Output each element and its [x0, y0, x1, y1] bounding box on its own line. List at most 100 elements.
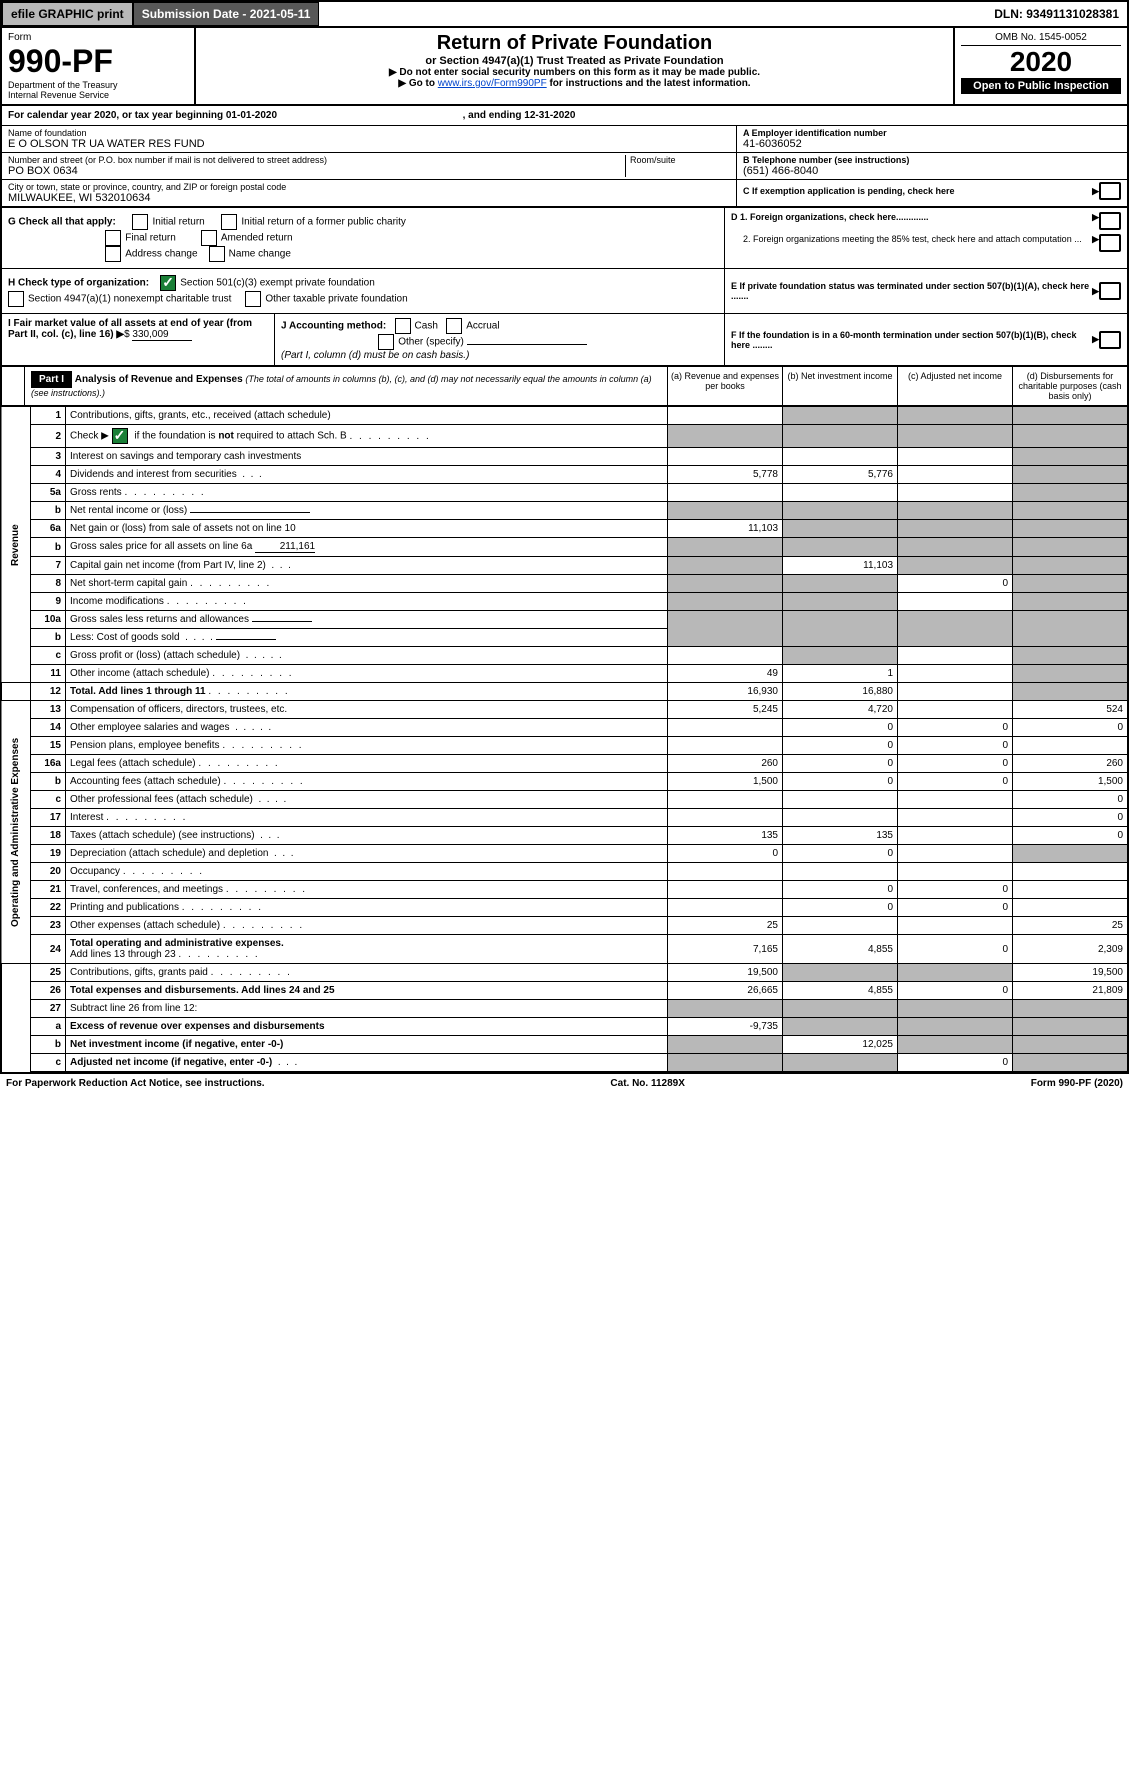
501c3-checkbox[interactable]	[160, 275, 176, 291]
table-row: 12Total. Add lines 1 through 11 16,93016…	[1, 683, 1128, 701]
e-label: E If private foundation status was termi…	[731, 281, 1092, 301]
table-row: 3Interest on savings and temporary cash …	[1, 448, 1128, 466]
table-row: 26Total expenses and disbursements. Add …	[1, 982, 1128, 1000]
f-label: F If the foundation is in a 60-month ter…	[731, 330, 1092, 350]
paperwork-notice: For Paperwork Reduction Act Notice, see …	[6, 1078, 265, 1089]
table-row: 8Net short-term capital gain 0	[1, 575, 1128, 593]
room-label: Room/suite	[630, 155, 730, 165]
c-label: C If exemption application is pending, c…	[743, 186, 1092, 196]
f-section: F If the foundation is in a 60-month ter…	[724, 314, 1127, 365]
dept-label: Department of the Treasury Internal Reve…	[8, 80, 188, 100]
cash-checkbox[interactable]	[395, 318, 411, 334]
table-row: Operating and Administrative Expenses 13…	[1, 701, 1128, 719]
submission-date-button[interactable]: Submission Date - 2021-05-11	[133, 2, 320, 26]
j-other: Other (specify)	[398, 337, 464, 348]
j-label: J Accounting method:	[281, 321, 386, 332]
address-change-checkbox[interactable]	[105, 246, 121, 262]
initial-return-checkbox[interactable]	[132, 214, 148, 230]
table-row: 6aNet gain or (loss) from sale of assets…	[1, 520, 1128, 538]
table-row: Revenue 1Contributions, gifts, grants, e…	[1, 407, 1128, 425]
d1-checkbox[interactable]	[1099, 212, 1121, 230]
h-left: H Check type of organization: Section 50…	[2, 269, 724, 313]
other-checkbox[interactable]	[378, 334, 394, 350]
g-left: G Check all that apply: Initial return I…	[2, 208, 724, 268]
section-h: H Check type of organization: Section 50…	[0, 269, 1129, 314]
table-row: 24Total operating and administrative exp…	[1, 935, 1128, 964]
f-checkbox[interactable]	[1099, 331, 1121, 349]
instr2-post: for instructions and the latest informat…	[547, 78, 751, 89]
ein-cell: A Employer identification number 41-6036…	[737, 126, 1127, 153]
i-value: 330,009	[132, 329, 192, 341]
name-change-checkbox[interactable]	[209, 246, 225, 262]
4947-checkbox[interactable]	[8, 291, 24, 307]
sch-b-checkbox[interactable]	[112, 428, 128, 444]
col-c-header: (c) Adjusted net income	[897, 367, 1012, 405]
table-row: 10aGross sales less returns and allowanc…	[1, 611, 1128, 629]
city-value: MILWAUKEE, WI 532010634	[8, 192, 730, 204]
cal-mid: , and ending	[463, 110, 525, 121]
cal-end: 12-31-2020	[524, 110, 575, 121]
h-opt2: Section 4947(a)(1) nonexempt charitable …	[28, 294, 231, 305]
g-opt-2: Final return	[125, 233, 176, 244]
header-right: OMB No. 1545-0052 2020 Open to Public In…	[953, 28, 1127, 104]
omb-number: OMB No. 1545-0052	[961, 32, 1121, 46]
d2-checkbox[interactable]	[1099, 234, 1121, 252]
cal-pre: For calendar year 2020, or tax year begi…	[8, 110, 226, 121]
instr-1: ▶ Do not enter social security numbers o…	[202, 67, 947, 78]
arrow-icon: ▶	[1092, 212, 1099, 230]
accrual-checkbox[interactable]	[446, 318, 462, 334]
table-row: 4Dividends and interest from securities …	[1, 466, 1128, 484]
c-checkbox[interactable]	[1099, 182, 1121, 200]
part1-header-row: Part I Analysis of Revenue and Expenses …	[0, 367, 1129, 406]
header-center: Return of Private Foundation or Section …	[196, 28, 953, 104]
form-header: Form 990-PF Department of the Treasury I…	[0, 28, 1129, 106]
efile-button[interactable]: efile GRAPHIC print	[2, 2, 133, 26]
e-checkbox[interactable]	[1099, 282, 1121, 300]
g-opt-1: Initial return of a former public charit…	[241, 217, 406, 228]
form-link[interactable]: www.irs.gov/Form990PF	[438, 78, 547, 89]
g-opt-0: Initial return	[152, 217, 204, 228]
initial-return-former-checkbox[interactable]	[221, 214, 237, 230]
cal-begin: 01-01-2020	[226, 110, 277, 121]
ein-value: 41-6036052	[743, 138, 1121, 150]
revenue-side-label: Revenue	[1, 407, 31, 683]
name-label: Name of foundation	[8, 128, 730, 138]
e-section: E If private foundation status was termi…	[724, 269, 1127, 313]
part1-title: Analysis of Revenue and Expenses	[75, 374, 243, 385]
ein-label: A Employer identification number	[743, 128, 1121, 138]
c-cell: C If exemption application is pending, c…	[737, 180, 1127, 202]
table-row: 22Printing and publications 00	[1, 899, 1128, 917]
dln-label: DLN: 93491131028381	[986, 3, 1127, 25]
info-left: Name of foundation E O OLSON TR UA WATER…	[2, 126, 736, 206]
j-cash: Cash	[415, 321, 438, 332]
table-row: 15Pension plans, employee benefits 00	[1, 737, 1128, 755]
j-accrual: Accrual	[466, 321, 499, 332]
j-section: J Accounting method: Cash Accrual Other …	[275, 314, 724, 365]
d-section: D 1. Foreign organizations, check here..…	[724, 208, 1127, 268]
table-row: 2Check ▶ if the foundation is not requir…	[1, 425, 1128, 448]
d2-label: 2. Foreign organizations meeting the 85%…	[731, 234, 1092, 252]
ijf-row: I Fair market value of all assets at end…	[0, 314, 1129, 367]
other-taxable-checkbox[interactable]	[245, 291, 261, 307]
city-cell: City or town, state or province, country…	[2, 180, 736, 206]
table-row: aExcess of revenue over expenses and dis…	[1, 1018, 1128, 1036]
col-b-header: (b) Net investment income	[782, 367, 897, 405]
table-row: 7Capital gain net income (from Part IV, …	[1, 557, 1128, 575]
part1-label: Part I	[31, 371, 72, 388]
city-label: City or town, state or province, country…	[8, 182, 730, 192]
phone-value: (651) 466-8040	[743, 165, 1121, 177]
arrow-icon: ▶	[1092, 286, 1099, 297]
table-row: 11Other income (attach schedule) 491	[1, 665, 1128, 683]
table-row: cOther professional fees (attach schedul…	[1, 791, 1128, 809]
amended-return-checkbox[interactable]	[201, 230, 217, 246]
final-return-checkbox[interactable]	[105, 230, 121, 246]
table-row: bGross sales price for all assets on lin…	[1, 538, 1128, 557]
foundation-name: E O OLSON TR UA WATER RES FUND	[8, 138, 730, 150]
table-row: 23Other expenses (attach schedule) 2525	[1, 917, 1128, 935]
cat-no: Cat. No. 11289X	[610, 1078, 684, 1089]
table-row: cGross profit or (loss) (attach schedule…	[1, 647, 1128, 665]
table-row: 25Contributions, gifts, grants paid 19,5…	[1, 964, 1128, 982]
arrow-icon: ▶	[1092, 234, 1099, 252]
h-opt3: Other taxable private foundation	[265, 294, 407, 305]
h-opt1: Section 501(c)(3) exempt private foundat…	[180, 278, 375, 289]
